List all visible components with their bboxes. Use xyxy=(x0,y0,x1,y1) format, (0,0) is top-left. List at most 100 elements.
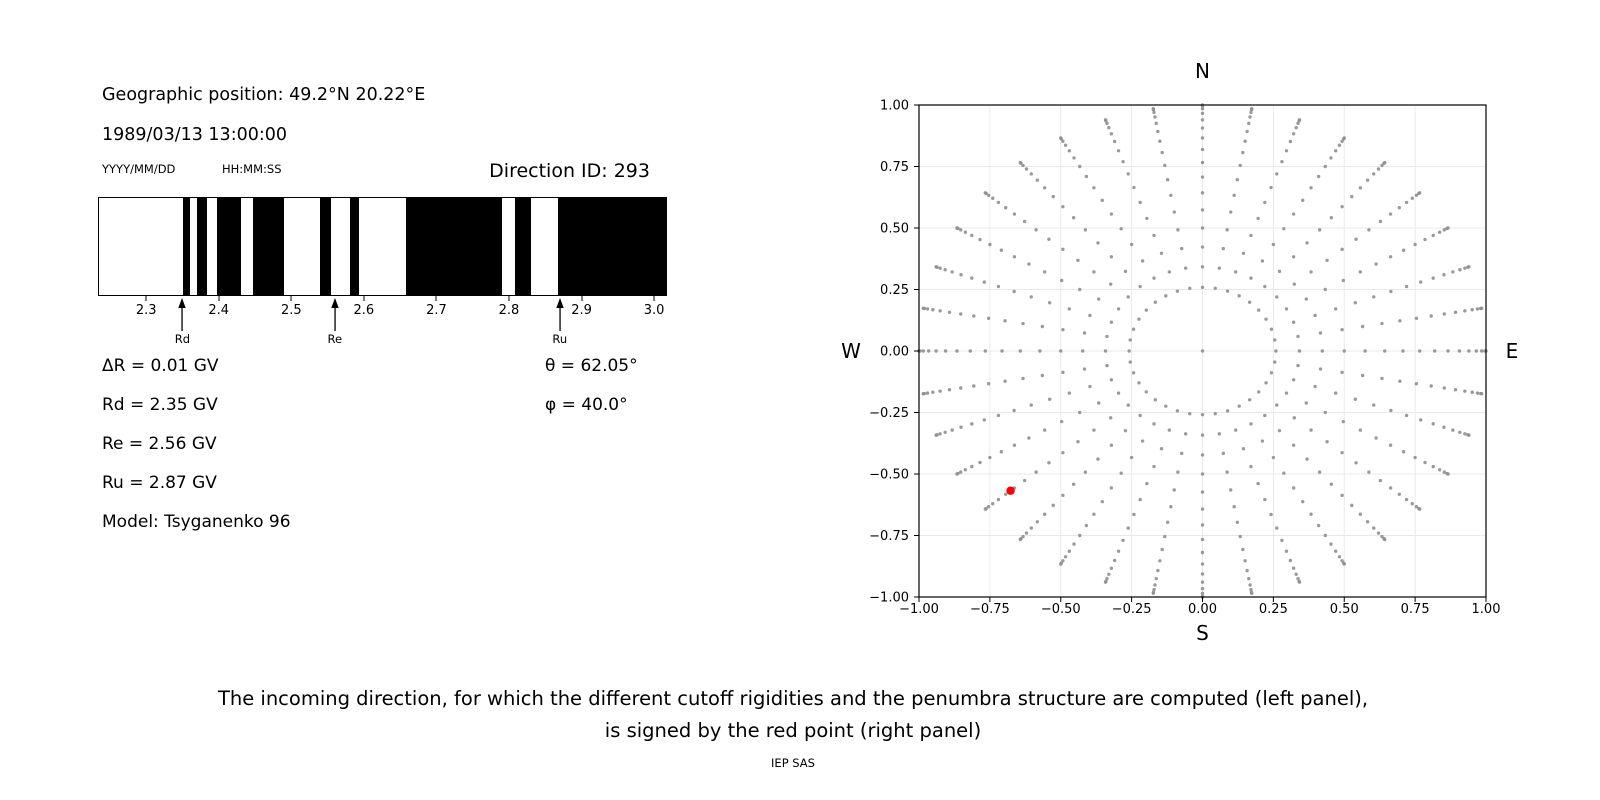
direction-dot xyxy=(1105,363,1109,368)
direction-dot xyxy=(947,388,952,392)
direction-dot xyxy=(1128,338,1132,342)
direction-dot xyxy=(1051,503,1055,508)
direction-dot xyxy=(983,191,988,195)
direction-dot xyxy=(1129,242,1134,247)
direction-dot xyxy=(1376,167,1381,171)
direction-dot xyxy=(1138,200,1142,205)
direction-dot xyxy=(1380,376,1384,381)
direction-dot xyxy=(1354,237,1358,241)
direction-dot xyxy=(1334,307,1338,311)
direction-dot xyxy=(1131,327,1136,331)
direction-dot xyxy=(931,390,935,394)
direction-dot xyxy=(1367,470,1371,474)
direction-dot xyxy=(959,228,963,232)
direction-dot xyxy=(1175,289,1180,293)
direction-dot xyxy=(1200,160,1205,165)
direction-dot xyxy=(1022,219,1027,224)
direction-dot xyxy=(1376,531,1381,535)
direction-dot xyxy=(950,428,954,432)
direction-dot xyxy=(925,391,930,395)
direction-dot xyxy=(1453,310,1458,314)
penumbra-tick xyxy=(653,296,655,301)
direction-dot xyxy=(1305,241,1309,245)
direction-dot xyxy=(1123,428,1128,433)
direction-dot xyxy=(1475,391,1480,395)
direction-dot xyxy=(1256,216,1260,221)
direction-dot xyxy=(1176,470,1180,474)
direction-dot xyxy=(931,308,935,312)
direction-dot xyxy=(1061,327,1065,332)
direction-dot xyxy=(1337,555,1342,559)
direction-dot xyxy=(1358,270,1363,274)
cutoff-arrow-label: Re xyxy=(327,332,343,346)
direction-dot xyxy=(1059,562,1063,566)
direction-dot xyxy=(1116,149,1121,153)
direction-dot xyxy=(1446,349,1450,353)
direction-dot xyxy=(1152,276,1156,280)
direction-dot xyxy=(1291,378,1296,382)
param-model: Model: Tsyganenko 96 xyxy=(102,512,291,532)
direction-dot xyxy=(1145,481,1149,486)
direction-dot xyxy=(996,497,1001,502)
direction-dot xyxy=(1138,413,1142,418)
penumbra-tick-label: 2.6 xyxy=(353,303,375,318)
direction-dot xyxy=(1061,247,1065,252)
param-phi: φ = 40.0° xyxy=(545,395,628,415)
y-tick-label: 0.75 xyxy=(880,160,909,175)
direction-dot xyxy=(1241,251,1246,256)
direction-dot xyxy=(1470,390,1474,394)
penumbra-tick xyxy=(363,296,365,301)
direction-dot xyxy=(1109,566,1114,570)
direction-dot xyxy=(1249,587,1253,592)
direction-dot xyxy=(1097,401,1101,405)
direction-dot xyxy=(938,432,942,436)
direction-dot xyxy=(1404,284,1409,289)
direction-dot xyxy=(1318,331,1323,335)
direction-dot xyxy=(1126,403,1130,407)
direction-dot xyxy=(1012,443,1017,447)
direction-dot xyxy=(1365,178,1370,182)
direction-dot xyxy=(996,284,1001,289)
direction-dot xyxy=(1297,349,1302,353)
direction-dot xyxy=(999,450,1004,454)
direction-dot xyxy=(1153,583,1157,587)
direction-dot xyxy=(1451,270,1455,274)
direction-dot xyxy=(1112,139,1117,144)
y-tick-label: −0.25 xyxy=(869,406,909,421)
direction-dot xyxy=(1200,453,1205,457)
direction-dot xyxy=(1061,139,1065,143)
direction-dot xyxy=(1340,559,1344,563)
direction-dot xyxy=(1200,147,1205,152)
direction-dot xyxy=(1229,210,1233,214)
direction-dot xyxy=(1294,572,1298,576)
direction-dot xyxy=(1067,549,1071,553)
y-tick-label: 0.50 xyxy=(880,222,909,237)
direction-dot xyxy=(1156,568,1160,573)
direction-dot xyxy=(1292,416,1296,420)
direction-dot xyxy=(1116,307,1121,311)
direction-dot xyxy=(1453,388,1458,392)
direction-dot xyxy=(1463,432,1467,436)
direction-dot xyxy=(1277,269,1282,274)
penumbra-tick-label: 2.3 xyxy=(135,303,157,318)
direction-dot xyxy=(1167,428,1172,432)
direction-dot xyxy=(1080,349,1085,353)
direction-dot xyxy=(1012,408,1016,413)
param-re: Re = 2.56 GV xyxy=(102,434,217,454)
direction-dot xyxy=(1172,210,1176,214)
direction-dot xyxy=(1188,286,1192,290)
direction-dot xyxy=(1304,297,1308,301)
direction-dot xyxy=(1200,591,1205,595)
direction-dot xyxy=(1277,428,1282,433)
direction-dot xyxy=(972,314,976,318)
direction-dot xyxy=(1225,470,1229,474)
direction-dot xyxy=(1274,349,1278,353)
direction-dot xyxy=(1029,403,1033,407)
direction-dot xyxy=(1012,289,1016,294)
direction-dot xyxy=(1200,472,1205,476)
direction-dot xyxy=(1249,110,1253,115)
direction-dot xyxy=(1342,562,1346,566)
direction-dot xyxy=(1241,150,1245,155)
direction-dot xyxy=(1301,198,1305,203)
